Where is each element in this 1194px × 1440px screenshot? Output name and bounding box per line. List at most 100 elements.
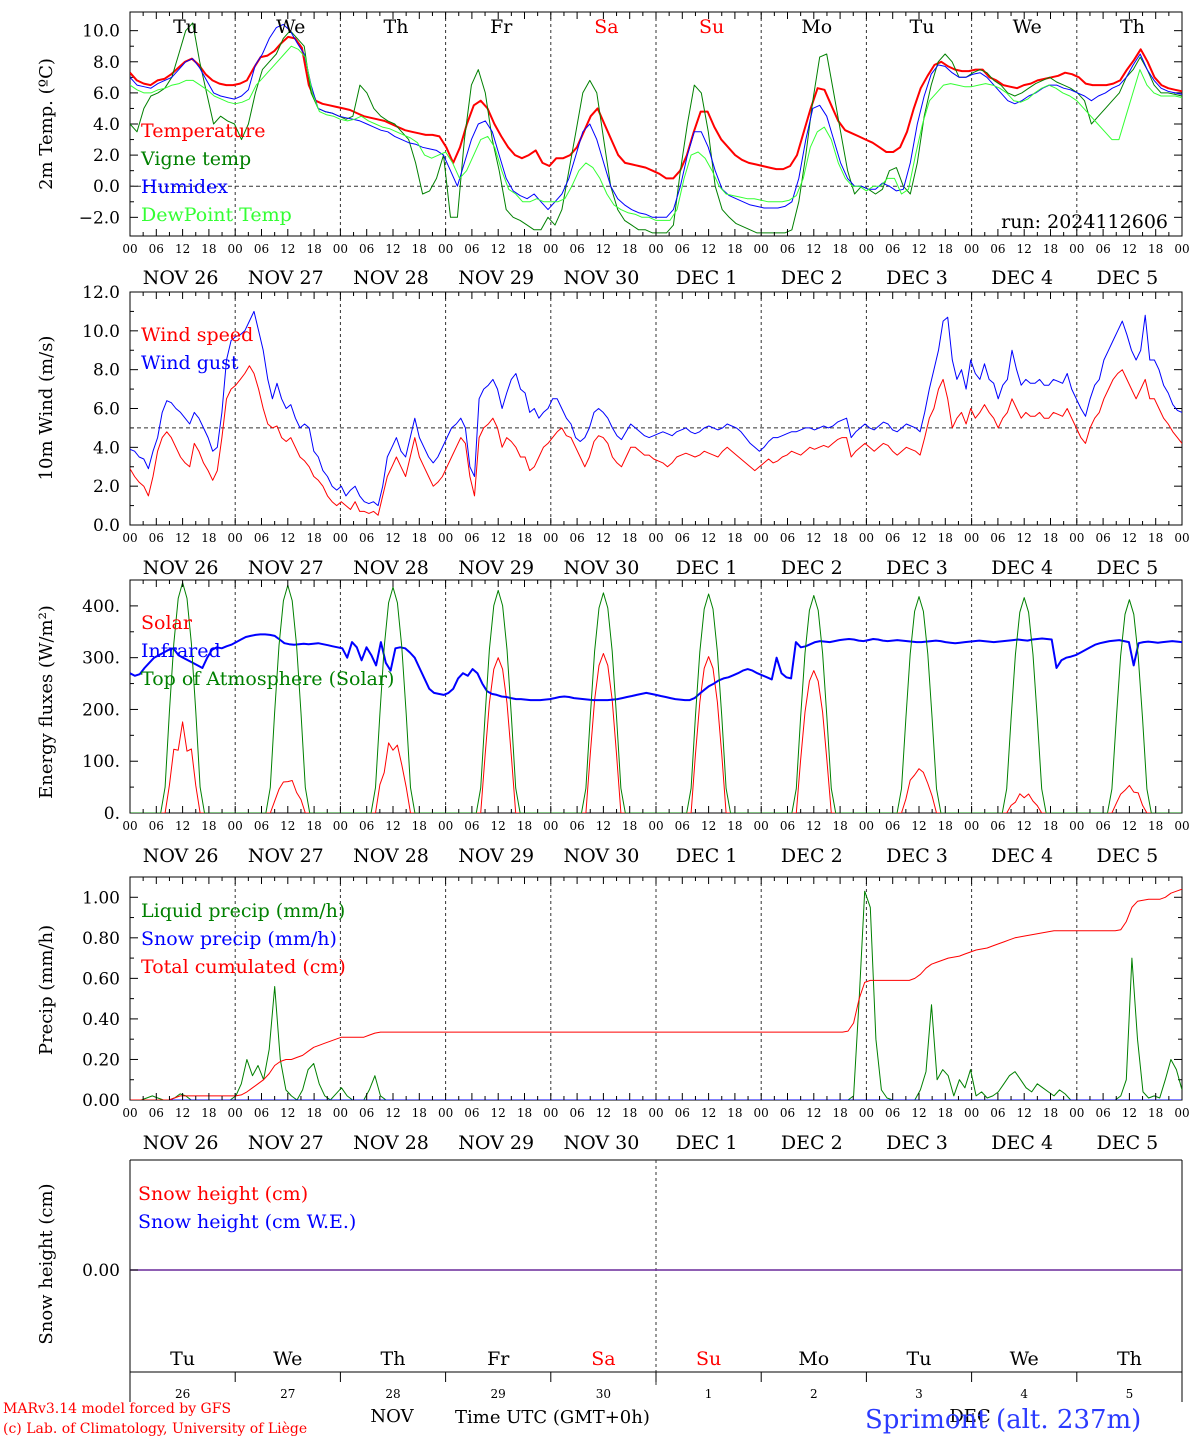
hour-label: 18 (201, 1106, 216, 1120)
hour-label: 06 (1095, 242, 1110, 256)
date-label: NOV 29 (458, 557, 534, 579)
hour-label: 00 (438, 1106, 453, 1120)
hour-label: 18 (832, 531, 847, 545)
hour-label: 06 (780, 1106, 795, 1120)
location-label: Sprimont (alt. 237m) (865, 1405, 1141, 1435)
day-number: 2 (810, 1387, 818, 1401)
hour-label: 18 (412, 531, 427, 545)
y-tick-label: −2.0 (79, 208, 120, 228)
day-number: 27 (280, 1387, 295, 1401)
date-label: NOV 30 (563, 1132, 639, 1154)
series-line-dewpoint-temp (130, 45, 1182, 221)
hour-label: 18 (938, 819, 953, 833)
legend-entry: Vigne temp (140, 148, 251, 170)
hour-label: 06 (254, 1106, 269, 1120)
hour-label: 18 (622, 1106, 637, 1120)
hour-label: 00 (228, 242, 243, 256)
hour-label: 00 (964, 1106, 979, 1120)
hour-label: 18 (1043, 819, 1058, 833)
month-label: DEC (949, 1406, 990, 1427)
date-label: DEC 5 (1097, 845, 1159, 867)
legend-entry: Solar (141, 612, 193, 634)
hour-label: 12 (1017, 242, 1032, 256)
hour-label: 12 (280, 531, 295, 545)
hour-label: 12 (1017, 1106, 1032, 1120)
hour-label: 00 (648, 531, 663, 545)
hour-label: 00 (333, 819, 348, 833)
y-tick-label: 4.0 (93, 115, 120, 135)
hour-label: 12 (1122, 1106, 1137, 1120)
series-line-total-cumulated-cm (130, 888, 1182, 1100)
hour-label: 06 (254, 242, 269, 256)
date-label: DEC 2 (781, 557, 843, 579)
hour-label: 00 (859, 1106, 874, 1120)
hour-label: 00 (1069, 531, 1084, 545)
y-tick-label: 0. (104, 804, 120, 824)
y-tick-label: 0.40 (82, 1010, 120, 1030)
date-label: DEC 4 (991, 557, 1053, 579)
hour-label: 12 (596, 531, 611, 545)
legend-entry: DewPoint Temp (141, 204, 292, 226)
hour-label: 18 (201, 531, 216, 545)
hour-label: 00 (754, 242, 769, 256)
legend-entry: Infrared (141, 640, 221, 662)
hour-label: 06 (990, 242, 1005, 256)
hour-label: 00 (333, 1106, 348, 1120)
hour-label: 00 (648, 242, 663, 256)
y-tick-label: 0.00 (82, 1091, 120, 1111)
weekday-label: Su (699, 16, 724, 38)
y-axis-label: 10m Wind (m/s) (36, 336, 57, 481)
date-label: NOV 26 (143, 557, 219, 579)
hour-label: 00 (122, 819, 137, 833)
date-label: NOV 27 (248, 267, 324, 289)
weekday-label: We (276, 16, 305, 38)
hour-label: 06 (675, 242, 690, 256)
date-label: DEC 2 (781, 845, 843, 867)
day-number: 26 (175, 1387, 190, 1401)
hour-label: 00 (228, 1106, 243, 1120)
hour-label: 00 (122, 242, 137, 256)
y-tick-label: 6.0 (93, 400, 120, 420)
hour-label: 18 (517, 1106, 532, 1120)
date-label: DEC 1 (676, 267, 738, 289)
y-tick-label: 12.0 (82, 283, 120, 303)
month-label: NOV (370, 1406, 414, 1427)
date-label: DEC 3 (886, 845, 948, 867)
hour-label: 18 (832, 819, 847, 833)
y-tick-label: 0.80 (82, 929, 120, 949)
y-tick-label: 0.60 (82, 969, 120, 989)
hour-label: 12 (701, 819, 716, 833)
date-label: DEC 4 (991, 267, 1053, 289)
y-tick-label: 0.0 (93, 516, 120, 536)
date-label: NOV 28 (353, 1132, 429, 1154)
hour-label: 06 (990, 819, 1005, 833)
hour-label: 12 (385, 531, 400, 545)
date-label: DEC 5 (1097, 267, 1159, 289)
date-label: DEC 2 (781, 1132, 843, 1154)
panel-2: 0.0 2.0 4.0 6.0 8.0 10.0 12.0 10m Wind (m/s) Win… (36, 283, 1183, 536)
hour-label: 18 (1148, 531, 1163, 545)
hour-label: 06 (359, 531, 374, 545)
hour-label: 06 (780, 531, 795, 545)
panel-frame (129, 11, 1183, 237)
hour-label: 06 (359, 1106, 374, 1120)
hour-label: 12 (911, 819, 926, 833)
y-tick-label: 1.00 (82, 888, 120, 908)
date-label: NOV 26 (143, 845, 219, 867)
hour-label: 12 (280, 242, 295, 256)
date-label: NOV 29 (458, 267, 534, 289)
weekday-label: Sa (594, 16, 618, 38)
hour-label: 00 (438, 819, 453, 833)
hour-label: 00 (228, 531, 243, 545)
hour-label: 18 (832, 242, 847, 256)
legend-entry: Wind gust (141, 352, 239, 374)
time-axis-2: 00 06 12 18 00 06 12 18 00 06 12 18 00 06 12 18 00 06 12 18… (122, 292, 1190, 579)
y-tick-label: 300. (82, 649, 120, 669)
weekday-label: Fr (487, 1348, 510, 1370)
hour-label: 00 (964, 531, 979, 545)
hour-label: 06 (149, 819, 164, 833)
series-line-top-of-atmosphere-solar (130, 582, 1182, 813)
date-label: NOV 28 (353, 267, 429, 289)
date-label: DEC 3 (886, 557, 948, 579)
